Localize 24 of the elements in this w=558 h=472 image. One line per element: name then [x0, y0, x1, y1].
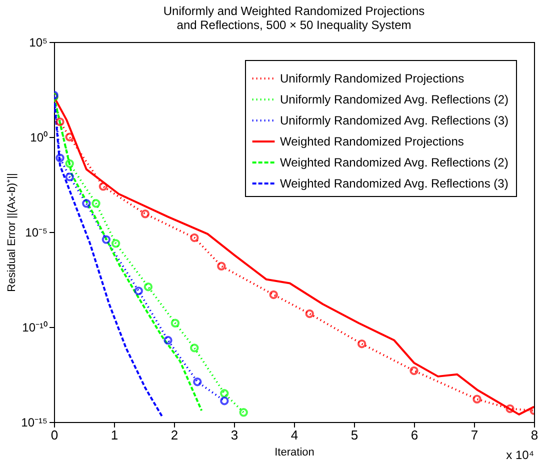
- y-tick-label: 10⁰: [30, 130, 48, 144]
- x-tick-label: 8: [530, 428, 538, 442]
- y-tick-label: 10⁵: [29, 36, 48, 50]
- legend-label: Uniformly Randomized Avg. Reflections (2): [280, 92, 509, 106]
- legend-label: Uniformly Randomized Avg. Reflections (3): [280, 114, 509, 128]
- y-tick-label: 10⁻⁵: [25, 226, 48, 240]
- x-tick-label: 5: [350, 428, 358, 442]
- y-axis-title: Residual Error ||(Ax-b)⁺||: [6, 173, 18, 292]
- x-axis-title: Iteration: [274, 446, 314, 458]
- legend-label: Weighted Randomized Projections: [280, 134, 464, 148]
- x-tick-label: 0: [50, 428, 58, 442]
- legend-label: Uniformly Randomized Projections: [280, 72, 464, 86]
- y-tick-label: 10⁻¹⁵: [21, 416, 48, 430]
- legend-label: Weighted Randomized Avg. Reflections (3): [280, 176, 508, 190]
- chart-title: Uniformly and Weighted Randomized Projections and Reflections, 500 × 50 Inequality System: [163, 4, 425, 32]
- text: x 10⁴: [506, 448, 534, 462]
- x-tick-label: 3: [230, 428, 238, 442]
- x-tick-label: 6: [410, 428, 418, 442]
- x-tick-label: 7: [470, 428, 478, 442]
- legend-label: Weighted Randomized Avg. Reflections (2): [280, 156, 508, 170]
- y-tick-label: 10⁻¹⁰: [22, 320, 48, 334]
- x-tick-label: 4: [290, 428, 298, 442]
- x-tick-label: 1: [110, 428, 118, 442]
- x-tick-label: 2: [170, 428, 178, 442]
